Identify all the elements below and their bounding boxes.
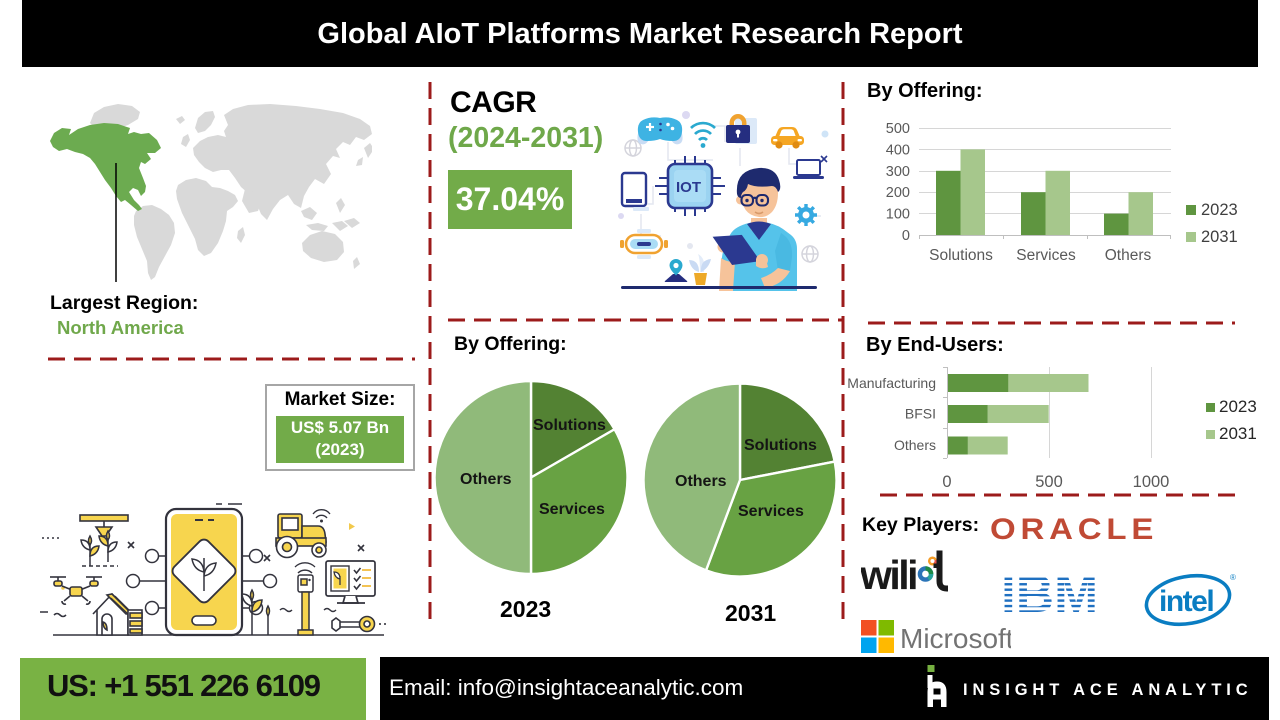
- svg-text:intel: intel: [1159, 585, 1213, 618]
- svg-text:Services: Services: [1016, 247, 1076, 264]
- svg-text:200: 200: [886, 185, 910, 201]
- svg-text:Services: Services: [738, 503, 804, 520]
- svg-text:Solutions: Solutions: [929, 247, 993, 264]
- svg-text:500: 500: [1035, 473, 1063, 491]
- svg-text:Others: Others: [1105, 247, 1152, 264]
- svg-text:2031: 2031: [1219, 424, 1257, 443]
- svg-text:Others: Others: [675, 473, 727, 490]
- svg-text:0: 0: [942, 473, 951, 491]
- svg-text:500: 500: [886, 121, 910, 137]
- svg-text:400: 400: [886, 142, 910, 158]
- svg-text:Manufacturing: Manufacturing: [847, 375, 936, 391]
- svg-text:BFSI: BFSI: [905, 406, 936, 422]
- svg-text:wili: wili: [861, 552, 916, 593]
- svg-text:Others: Others: [894, 437, 936, 453]
- svg-text:2023: 2023: [1201, 201, 1238, 219]
- svg-text:Microsoft: Microsoft: [900, 623, 1011, 653]
- svg-text:Solutions: Solutions: [533, 417, 606, 434]
- svg-text:0: 0: [902, 228, 910, 244]
- svg-text:®: ®: [1230, 573, 1236, 582]
- svg-text:Others: Others: [460, 471, 512, 488]
- svg-text:100: 100: [886, 207, 910, 223]
- svg-text:2023: 2023: [1219, 397, 1257, 416]
- svg-text:IOT: IOT: [676, 179, 701, 196]
- svg-text:Services: Services: [539, 501, 605, 518]
- svg-text:2031: 2031: [1201, 228, 1238, 246]
- svg-text:300: 300: [886, 164, 910, 180]
- svg-text:1000: 1000: [1133, 473, 1170, 491]
- svg-text:Solutions: Solutions: [744, 437, 817, 454]
